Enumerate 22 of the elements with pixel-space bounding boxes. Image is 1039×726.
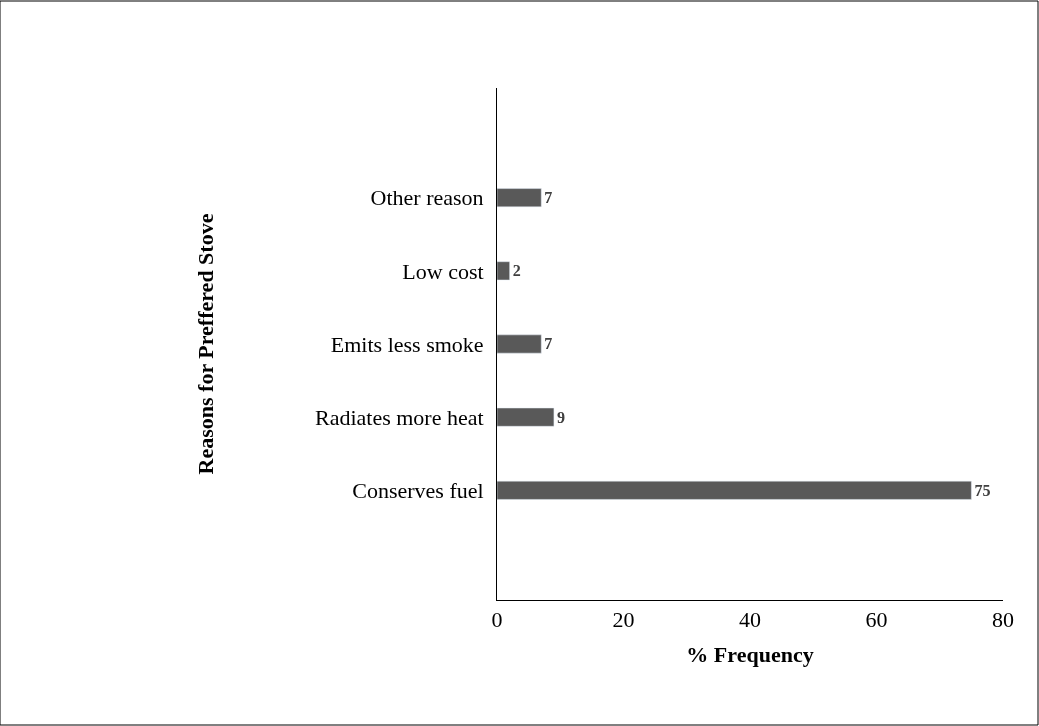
x-tick-label: 40	[739, 607, 761, 633]
data-label: 9	[556, 408, 565, 426]
data-label: 2	[512, 262, 521, 280]
bar	[497, 407, 555, 427]
x-tick-label: 20	[612, 607, 635, 633]
x-axis-title: % Frequency	[686, 642, 814, 668]
y-tick-label: Radiates more heat	[314, 404, 484, 430]
bar	[497, 188, 542, 208]
y-axis-title: Reasons for Preffered Stove	[192, 213, 218, 475]
bar	[497, 480, 972, 500]
bar	[497, 261, 510, 281]
x-tick-label: 80	[992, 607, 1014, 633]
x-tick-label: 0	[491, 607, 503, 633]
x-tick-label: 60	[865, 607, 888, 633]
data-label: 7	[544, 335, 553, 353]
data-label: 75	[974, 481, 991, 499]
y-tick-label: Conserves fuel	[352, 477, 484, 503]
data-label: 7	[544, 189, 553, 207]
y-tick-label: Low cost	[402, 258, 484, 284]
bar	[497, 334, 542, 354]
y-tick-label: Emits less smoke	[330, 331, 484, 357]
y-tick-label: Other reason	[370, 185, 484, 211]
